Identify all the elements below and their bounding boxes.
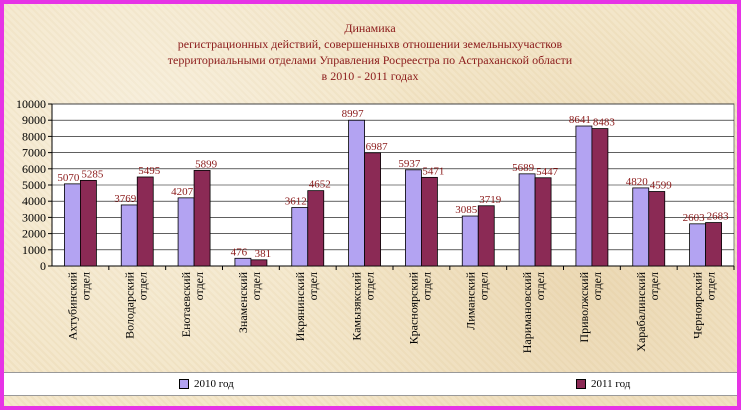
x-category-label: отдел — [647, 272, 661, 300]
y-tick-label: 10000 — [16, 97, 46, 111]
bar-2010 — [405, 169, 422, 267]
bar-2011 — [80, 179, 97, 267]
bar-2011 — [534, 177, 552, 267]
data-label-2010: 4820 — [626, 176, 649, 188]
bar-2010 — [120, 204, 138, 267]
data-label-2010: 8997 — [342, 108, 365, 120]
data-label-2010: 5070 — [57, 172, 80, 184]
bar-2010 — [64, 183, 81, 267]
title-line: территориальными отделами Управления Рос… — [167, 53, 573, 67]
x-category-label: отдел — [135, 272, 149, 300]
x-category-label: отдел — [419, 272, 433, 300]
data-label-2010: 3085 — [455, 204, 478, 216]
y-tick-label: 9000 — [22, 113, 46, 127]
legend-item-2010: 2010 год — [179, 378, 234, 390]
y-tick-label: 7000 — [22, 146, 46, 160]
x-category-label: Харабалинский — [634, 271, 648, 351]
x-category-label: Ахтубинский — [65, 271, 79, 340]
data-label-2011: 6987 — [366, 141, 389, 153]
data-label-2011: 5899 — [195, 158, 218, 170]
data-label-2011: 2683 — [707, 211, 730, 223]
data-label-2010: 5689 — [512, 162, 535, 174]
y-tick-label: 8000 — [22, 129, 46, 143]
legend: 2010 год 2011 год — [4, 372, 737, 396]
bar-2011 — [705, 222, 722, 267]
bar-2010 — [632, 187, 650, 267]
x-category-label: отдел — [533, 272, 547, 300]
bar-2011 — [591, 128, 609, 267]
legend-item-2011: 2011 год — [576, 378, 630, 390]
data-label-2010: 3612 — [285, 195, 307, 207]
data-label-2011: 5471 — [422, 165, 444, 177]
data-label-2011: 4652 — [309, 179, 331, 191]
y-tick-label: 6000 — [22, 162, 46, 176]
data-label-2010: 8641 — [569, 114, 591, 126]
bar-2011 — [421, 176, 438, 267]
title-line: в 2010 - 2011 годах — [321, 69, 419, 83]
x-category-label: отдел — [704, 272, 718, 300]
x-category-label: Красноярский — [406, 271, 420, 344]
y-tick-label: 0 — [40, 259, 46, 273]
y-tick-label: 5000 — [22, 178, 46, 192]
data-label-2010: 5937 — [398, 158, 421, 170]
data-label-2010: 476 — [231, 246, 248, 258]
data-label-2011: 8483 — [593, 117, 616, 129]
x-category-label: Камызякский — [350, 271, 364, 340]
title-line: Динамика — [344, 21, 396, 35]
data-label-2010: 2603 — [683, 212, 706, 224]
legend-label-2010: 2010 год — [194, 378, 234, 390]
data-label-2010: 3769 — [114, 193, 137, 205]
bar-2011 — [477, 205, 495, 267]
data-label-2011: 3719 — [479, 194, 502, 206]
legend-swatch-2011 — [576, 379, 586, 389]
x-category-label: Наримановский — [520, 271, 534, 353]
bar-2010 — [461, 215, 479, 267]
x-category-label: Черноярский — [691, 271, 705, 338]
x-category-label: отдел — [249, 272, 263, 300]
x-category-label: отдел — [363, 272, 377, 300]
y-tick-label: 1000 — [22, 243, 46, 257]
x-category-label: отдел — [590, 272, 604, 300]
x-category-label: Володарский — [122, 271, 136, 338]
data-label-2011: 5285 — [81, 168, 104, 180]
x-category-label: отдел — [192, 272, 206, 300]
data-label-2010: 4207 — [171, 186, 194, 198]
bar-2010 — [689, 223, 706, 267]
bar-2010 — [291, 207, 309, 267]
title-line: регистрационных действий, совершенныхв о… — [177, 37, 563, 51]
bar-2011 — [193, 170, 211, 267]
x-category-label: отдел — [476, 272, 490, 300]
bar-2011 — [364, 152, 381, 267]
x-category-label: Икрянинский — [293, 271, 307, 341]
bar-2011 — [307, 190, 325, 267]
data-label-2011: 5495 — [138, 165, 161, 177]
data-label-2011: 5447 — [536, 166, 559, 178]
chart-title: Динамика регистрационных действий, совер… — [60, 20, 680, 84]
y-tick-label: 3000 — [22, 210, 46, 224]
bar-2011 — [136, 176, 154, 267]
bar-2011 — [648, 191, 666, 267]
x-category-label: отдел — [306, 272, 320, 300]
y-tick-label: 2000 — [22, 227, 46, 241]
x-category-label: Енотаевский — [179, 271, 193, 337]
x-category-label: Приволжский — [577, 271, 591, 342]
data-label-2011: 4599 — [650, 179, 673, 191]
legend-label-2011: 2011 год — [591, 378, 631, 390]
data-label-2011: 381 — [255, 248, 272, 260]
bar-2010 — [177, 197, 195, 267]
bar-2010 — [575, 125, 593, 267]
x-category-label: отдел — [78, 272, 92, 300]
bar-2010 — [518, 173, 536, 267]
legend-swatch-2010 — [179, 379, 189, 389]
bar-2010 — [348, 119, 365, 267]
x-category-label: Знаменский — [236, 271, 250, 333]
bar-2010 — [234, 257, 252, 267]
y-tick-label: 4000 — [22, 194, 46, 208]
bar-2011 — [250, 259, 268, 267]
x-category-label: Лиманский — [463, 271, 477, 329]
